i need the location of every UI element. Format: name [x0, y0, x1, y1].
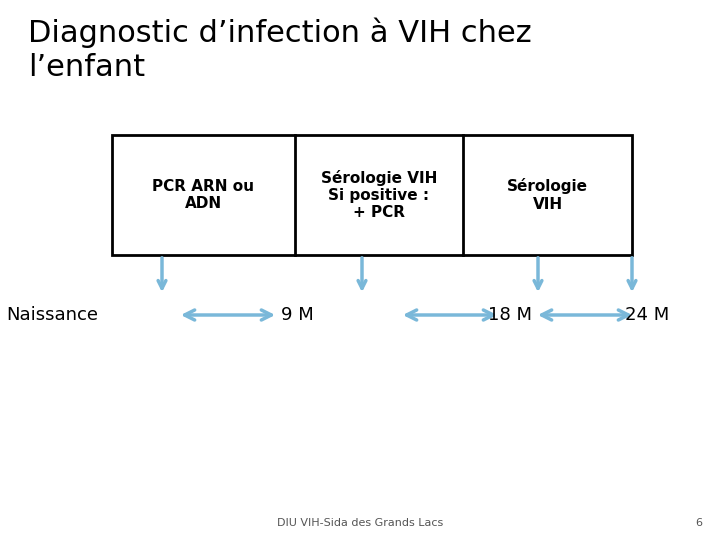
Text: Sérologie
VIH: Sérologie VIH	[507, 178, 588, 212]
Text: 6: 6	[695, 518, 702, 528]
Text: PCR ARN ou
ADN: PCR ARN ou ADN	[153, 179, 254, 211]
Bar	[112, 135, 632, 255]
Text: 9 M: 9 M	[281, 306, 313, 324]
Text: 18 M: 18 M	[488, 306, 532, 324]
Text: 24 M: 24 M	[625, 306, 669, 324]
Text: DIU VIH-Sida des Grands Lacs: DIU VIH-Sida des Grands Lacs	[277, 518, 443, 528]
Text: Naissance: Naissance	[6, 306, 98, 324]
Text: Sérologie VIH
Si positive :
+ PCR: Sérologie VIH Si positive : + PCR	[321, 170, 437, 220]
Text: Diagnostic d’infection à VIH chez
l’enfant: Diagnostic d’infection à VIH chez l’enfa…	[28, 18, 531, 82]
